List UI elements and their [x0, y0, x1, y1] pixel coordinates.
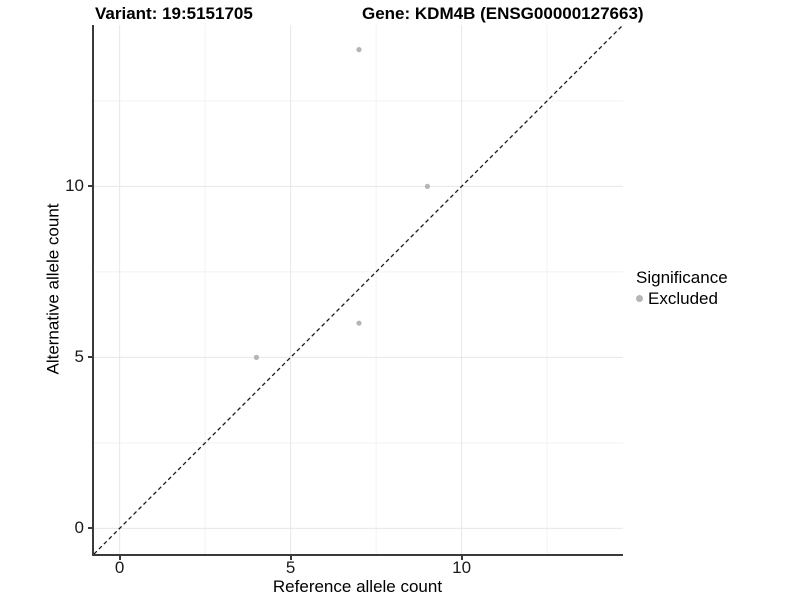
- x-axis-title: Reference allele count: [272, 577, 443, 596]
- legend: Significance Excluded: [636, 268, 728, 308]
- x-tick-mark: [289, 556, 292, 560]
- data-point: [356, 320, 362, 326]
- x-tick-mark: [118, 556, 121, 560]
- legend-point-icon: [636, 295, 643, 302]
- y-tick-label: 0: [74, 518, 84, 538]
- x-tick-mark: [460, 556, 463, 560]
- x-tick-label: 10: [452, 558, 472, 577]
- y-tick-label: 10: [65, 176, 84, 196]
- legend-item-label: Excluded: [648, 289, 718, 308]
- legend-title: Significance: [636, 268, 728, 287]
- x-tick-label: 0: [114, 558, 125, 577]
- plot-title-variant: Variant: 19:5151705: [95, 4, 253, 23]
- x-tick-label: 5: [285, 558, 296, 577]
- y-tick-mark: [88, 356, 92, 359]
- plot-area: [94, 25, 623, 554]
- y-tick-mark: [88, 185, 92, 188]
- data-point: [356, 47, 362, 53]
- y-tick-mark: [88, 527, 92, 530]
- legend-item-excluded: Excluded: [636, 289, 728, 308]
- plot-title-gene: Gene: KDM4B (ENSG00000127663): [362, 4, 644, 23]
- data-point: [253, 354, 260, 360]
- plot-panel: [92, 25, 623, 556]
- identity-line: [94, 25, 623, 554]
- data-point: [424, 183, 431, 190]
- y-tick-label: 5: [74, 347, 84, 367]
